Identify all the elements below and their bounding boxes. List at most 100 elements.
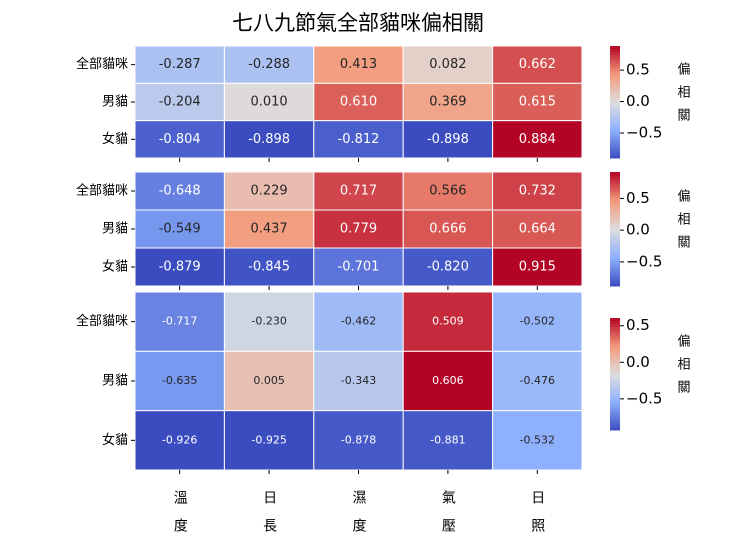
colorbar-segment xyxy=(610,152,620,156)
y-tick-label: 女貓 xyxy=(102,259,128,275)
heatmap-cell xyxy=(492,171,583,211)
heatmap-cell xyxy=(313,82,404,122)
x-tick-label: 日長 xyxy=(261,490,277,546)
heatmap-cell xyxy=(134,209,225,249)
colorbar-segment xyxy=(610,393,620,397)
cell-label: -0.343 xyxy=(341,374,376,387)
cell-label: 0.437 xyxy=(250,222,287,237)
colorbar-segment xyxy=(610,231,620,236)
colorbar-segment xyxy=(610,410,620,414)
colorbar-segment xyxy=(610,360,620,364)
heatmap-cell xyxy=(492,247,583,287)
colorbar-segment xyxy=(610,354,620,358)
colorbar-segment xyxy=(610,240,620,244)
colorbar-segment xyxy=(610,113,620,117)
heatmap-cell xyxy=(402,410,494,471)
colorbar-segment xyxy=(610,371,620,375)
heatmap-cell xyxy=(402,350,494,412)
heatmap-cell xyxy=(492,209,583,249)
colorbar-segment xyxy=(610,332,620,336)
colorbar-segment xyxy=(610,254,620,258)
colorbar-segment xyxy=(610,177,620,182)
y-tick-label: 全部貓咪 xyxy=(76,313,128,329)
colorbar-segment xyxy=(610,399,620,403)
colorbar-segment xyxy=(610,223,620,227)
cell-label: -0.287 xyxy=(159,57,201,72)
cell-label: -0.845 xyxy=(248,260,290,275)
heatmap-cell xyxy=(134,410,225,471)
heatmap-cell xyxy=(492,350,583,412)
cell-label: -0.648 xyxy=(159,184,201,199)
colorbar-label: 偏相關 xyxy=(675,334,691,403)
colorbar-segment xyxy=(610,130,620,134)
cell-label: -0.812 xyxy=(338,132,380,147)
cell-label: 0.413 xyxy=(340,57,377,72)
cell-label: -0.701 xyxy=(338,260,380,275)
colorbar-tick-label: −0.5 xyxy=(626,123,662,141)
cell-label: -0.881 xyxy=(430,433,465,446)
colorbar-segment xyxy=(610,379,620,383)
colorbar-segment xyxy=(610,283,620,287)
colorbar-segment xyxy=(610,362,620,367)
y-tick-label: 全部貓咪 xyxy=(76,56,128,72)
heatmap-cell xyxy=(492,410,583,471)
colorbar-segment xyxy=(610,388,620,392)
colorbar-segment xyxy=(610,127,620,131)
colorbar-segment xyxy=(610,197,620,201)
colorbar-segment xyxy=(610,348,620,353)
colorbar-segment xyxy=(610,194,620,199)
colorbar-segment xyxy=(610,99,620,103)
colorbar-segment xyxy=(610,416,620,420)
colorbar-segment xyxy=(610,323,620,327)
colorbar-segment xyxy=(610,214,620,219)
colorbar-tick-label: −0.5 xyxy=(626,389,662,407)
colorbar-segment xyxy=(610,104,620,109)
colorbar-segment xyxy=(610,107,620,111)
colorbar-segment xyxy=(610,268,620,273)
colorbar-segment xyxy=(610,220,620,224)
y-tick-label: 女貓 xyxy=(102,131,128,147)
colorbar-segment xyxy=(610,271,620,276)
colorbar-segment xyxy=(610,93,620,97)
cell-label: 0.005 xyxy=(253,374,285,387)
colorbar-segment xyxy=(610,54,620,58)
colorbar-segment xyxy=(610,172,620,176)
cell-label: -0.462 xyxy=(341,315,376,328)
colorbar-segment xyxy=(610,251,620,256)
colorbar-tick-label: −0.5 xyxy=(626,252,662,270)
colorbar-segment xyxy=(610,60,620,64)
colorbar-segment xyxy=(610,110,620,114)
y-tick-label: 男貓 xyxy=(102,95,128,110)
colorbar-segment xyxy=(610,318,620,322)
cell-label: 0.010 xyxy=(250,95,287,110)
cell-label: -0.204 xyxy=(159,95,201,110)
colorbar-segment xyxy=(610,407,620,411)
cell-label: -0.804 xyxy=(159,132,201,147)
cell-label: 0.369 xyxy=(429,95,466,110)
cell-label: -0.878 xyxy=(341,433,376,446)
colorbar-segment xyxy=(610,257,620,261)
colorbar-segment xyxy=(610,116,620,120)
colorbar-segment xyxy=(610,329,620,333)
colorbar-segment xyxy=(610,124,620,128)
colorbar-segment xyxy=(610,337,620,341)
colorbar-segment xyxy=(610,326,620,330)
y-tick-label: 男貓 xyxy=(102,222,128,237)
cell-label: 0.509 xyxy=(432,315,464,328)
heatmap-cell xyxy=(223,120,315,159)
colorbar-segment xyxy=(610,263,620,267)
colorbar-segment xyxy=(610,396,620,400)
colorbar-segment xyxy=(610,334,620,339)
cell-label: 0.662 xyxy=(519,57,556,72)
cell-label: 0.779 xyxy=(340,222,377,237)
cell-label: -0.532 xyxy=(520,433,555,446)
colorbar-segment xyxy=(610,280,620,284)
colorbar-segment xyxy=(610,57,620,61)
colorbar-segment xyxy=(610,243,620,247)
colorbar-label: 偏相關 xyxy=(675,62,691,131)
colorbar-segment xyxy=(610,191,620,196)
x-tick-label: 氣壓 xyxy=(440,490,456,546)
colorbar-segment xyxy=(610,76,620,81)
colorbar-segment xyxy=(610,74,620,78)
